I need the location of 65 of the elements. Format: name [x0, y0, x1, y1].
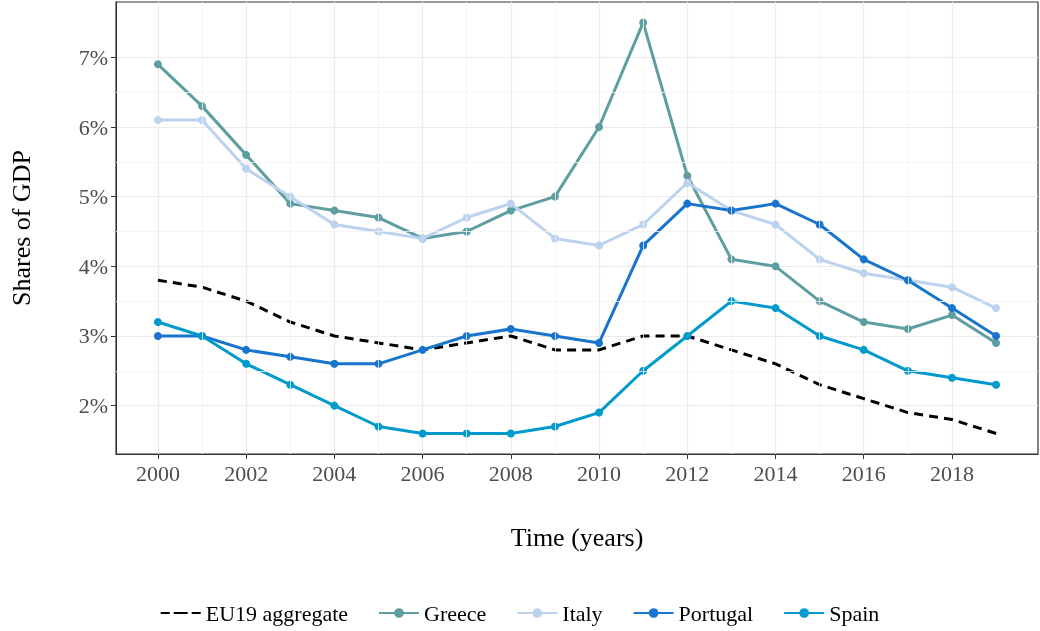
- legend-label: Portugal: [678, 600, 754, 626]
- point: [992, 304, 1001, 313]
- point: [771, 220, 780, 229]
- y-tick-label: 4%: [78, 253, 108, 279]
- point: [683, 331, 692, 340]
- point: [595, 123, 604, 132]
- point: [330, 359, 339, 368]
- point: [771, 199, 780, 208]
- point: [683, 178, 692, 187]
- point: [771, 262, 780, 271]
- point: [153, 331, 162, 340]
- point: [153, 116, 162, 125]
- point: [947, 304, 956, 313]
- point: [153, 318, 162, 327]
- x-axis-title: Time (years): [510, 522, 644, 552]
- point: [947, 373, 956, 382]
- legend-label: Italy: [562, 600, 603, 626]
- point: [859, 318, 868, 327]
- y-tick-label: 7%: [78, 44, 108, 70]
- point: [153, 60, 162, 69]
- point: [506, 324, 515, 333]
- point: [506, 199, 515, 208]
- point: [330, 401, 339, 410]
- y-axis-title: Shares of GDP: [6, 150, 36, 306]
- x-tick-label: 2018: [929, 460, 974, 486]
- y-tick-label: 3%: [78, 323, 108, 349]
- x-tick-label: 2012: [665, 460, 710, 486]
- point: [242, 164, 251, 173]
- legend-label: Greece: [424, 600, 487, 626]
- x-tick-label: 2010: [577, 460, 622, 486]
- legend-label: EU19 aggregate: [205, 600, 349, 626]
- point: [595, 338, 604, 347]
- point: [242, 150, 251, 159]
- point: [683, 199, 692, 208]
- x-tick-label: 2000: [135, 460, 180, 486]
- x-tick-label: 2006: [400, 460, 445, 486]
- point: [859, 255, 868, 264]
- point: [330, 220, 339, 229]
- point: [992, 338, 1001, 347]
- point: [947, 283, 956, 292]
- point: [859, 269, 868, 278]
- y-tick-label: 2%: [78, 393, 108, 419]
- y-tick-label: 6%: [78, 114, 108, 140]
- x-tick-label: 2014: [753, 460, 798, 486]
- x-tick-label: 2002: [224, 460, 269, 486]
- x-tick-label: 2016: [841, 460, 886, 486]
- point: [771, 304, 780, 313]
- y-tick-label: 5%: [78, 184, 108, 210]
- point: [595, 408, 604, 417]
- point: [330, 206, 339, 215]
- point: [506, 429, 515, 438]
- point: [506, 206, 515, 215]
- point: [683, 171, 692, 180]
- point: [242, 345, 251, 354]
- x-tick-label: 2004: [312, 460, 357, 486]
- point: [418, 345, 427, 354]
- point: [595, 241, 604, 250]
- point: [947, 311, 956, 320]
- point: [418, 429, 427, 438]
- point: [859, 345, 868, 354]
- point: [242, 359, 251, 368]
- point: [992, 380, 1001, 389]
- point: [992, 331, 1001, 340]
- x-tick-label: 2008: [488, 460, 533, 486]
- legend-label: Spain: [829, 600, 880, 626]
